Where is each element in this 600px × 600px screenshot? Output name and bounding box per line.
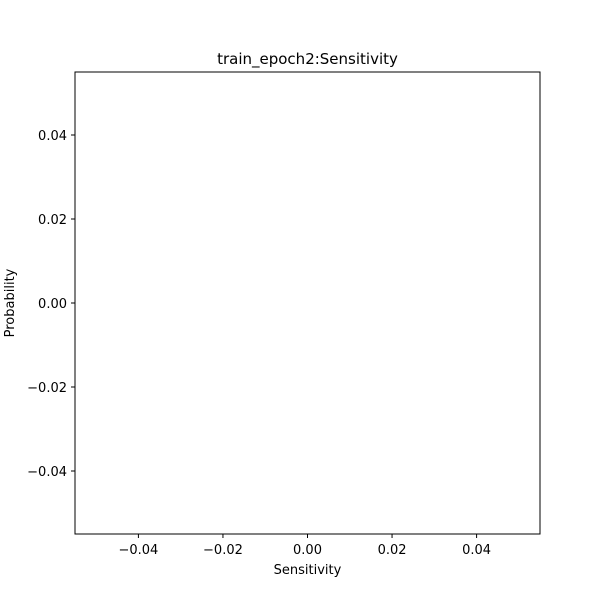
x-axis-ticks: −0.04 −0.02 0.00 0.02 0.04 xyxy=(118,534,491,558)
x-axis-label: Sensitivity xyxy=(274,563,342,578)
x-tick-label: 0.00 xyxy=(293,543,322,558)
y-tick-label: 0.00 xyxy=(38,297,67,312)
x-tick-label: 0.02 xyxy=(378,543,407,558)
x-tick-label: 0.04 xyxy=(462,543,491,558)
y-tick-label: 0.04 xyxy=(38,129,67,144)
chart-title: train_epoch2:Sensitivity xyxy=(217,50,398,69)
y-tick-label: 0.02 xyxy=(38,213,67,228)
y-axis-ticks: −0.04 −0.02 0.00 0.02 0.04 xyxy=(27,129,75,480)
y-axis-label: Probability xyxy=(3,268,18,337)
x-tick-label: −0.04 xyxy=(118,543,158,558)
x-tick-label: −0.02 xyxy=(203,543,243,558)
y-tick-label: −0.02 xyxy=(27,381,67,396)
plot-frame xyxy=(74,71,541,535)
y-tick-label: −0.04 xyxy=(27,465,67,480)
